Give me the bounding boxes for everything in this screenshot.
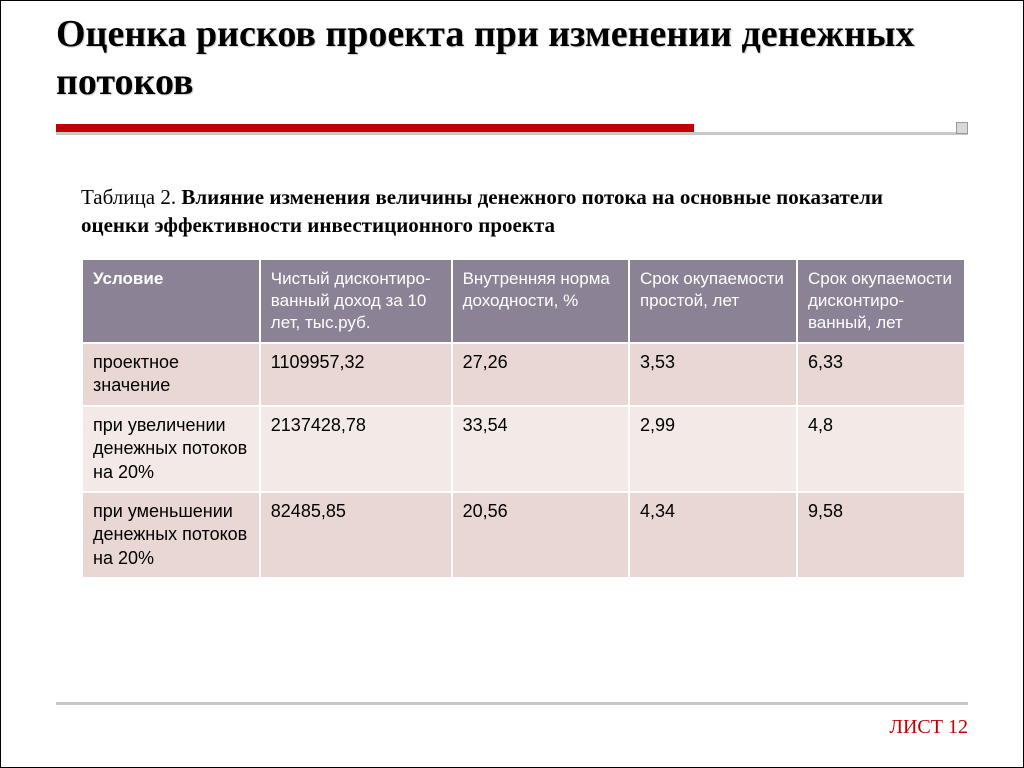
cell: 9,58: [797, 492, 965, 578]
table-header-row: Условие Чистый дисконтиро-ванный доход з…: [82, 259, 965, 343]
cell: 20,56: [452, 492, 629, 578]
cell: при уменьшении денежных потоков на 20%: [82, 492, 260, 578]
cell: 33,54: [452, 406, 629, 492]
risk-table: Условие Чистый дисконтиро-ванный доход з…: [81, 258, 966, 579]
col-header: Внутренняя норма доходности, %: [452, 259, 629, 343]
col-header: Чистый дисконтиро-ванный доход за 10 лет…: [260, 259, 452, 343]
col-header: Срок окупаемости дисконтиро-ванный, лет: [797, 259, 965, 343]
divider-top: [56, 124, 968, 135]
table-caption: Таблица 2. Влияние изменения величины де…: [81, 183, 943, 240]
cell: 1109957,32: [260, 343, 452, 406]
table-row: проектное значение 1109957,32 27,26 3,53…: [82, 343, 965, 406]
cell: 2,99: [629, 406, 797, 492]
caption-label: Таблица 2.: [81, 185, 181, 209]
cell: 6,33: [797, 343, 965, 406]
cell: 3,53: [629, 343, 797, 406]
col-header: Условие: [82, 259, 260, 343]
divider-bottom: [56, 702, 968, 705]
caption-text: Влияние изменения величины денежного пот…: [81, 185, 883, 237]
page-number: ЛИСТ 12: [889, 716, 968, 739]
cell: 4,8: [797, 406, 965, 492]
cell: 27,26: [452, 343, 629, 406]
table-row: при уменьшении денежных потоков на 20% 8…: [82, 492, 965, 578]
cell: проектное значение: [82, 343, 260, 406]
cell: при увеличении денежных потоков на 20%: [82, 406, 260, 492]
cell: 2137428,78: [260, 406, 452, 492]
slide-title: Оценка рисков проекта при изменении дене…: [56, 11, 968, 106]
col-header: Срок окупаемости простой, лет: [629, 259, 797, 343]
cell: 4,34: [629, 492, 797, 578]
cell: 82485,85: [260, 492, 452, 578]
table-row: при увеличении денежных потоков на 20% 2…: [82, 406, 965, 492]
